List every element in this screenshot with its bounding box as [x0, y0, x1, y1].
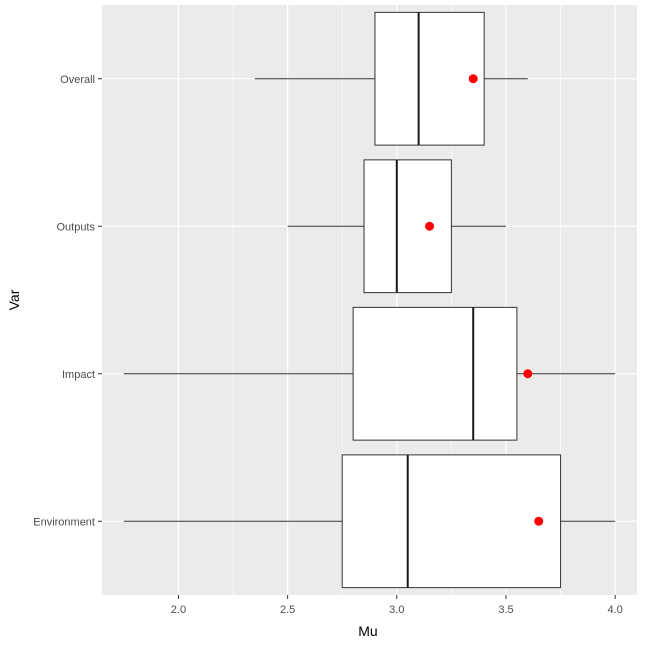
y-tick-label: Overall: [60, 74, 95, 86]
box-iqr: [341, 454, 562, 589]
y-tick-label: Impact: [62, 369, 95, 381]
x-tick-label: 3.5: [498, 604, 513, 616]
x-tick-label: 2.5: [280, 604, 295, 616]
box-iqr: [352, 306, 518, 441]
x-tick-label: 2.0: [171, 604, 186, 616]
box-outputs: [287, 159, 506, 294]
boxes: [123, 11, 616, 589]
mean-points: [425, 74, 544, 526]
box-iqr: [363, 159, 452, 294]
box-environment: [123, 454, 616, 589]
mean-point: [468, 74, 478, 84]
box-iqr: [374, 11, 485, 146]
x-tick-label: 4.0: [608, 604, 623, 616]
x-axis-title: Mu: [358, 623, 377, 639]
y-axis-title: Var: [6, 289, 22, 310]
mean-point: [534, 516, 544, 526]
box-impact: [123, 306, 616, 441]
mean-point: [425, 221, 435, 231]
x-axis: 2.0 2.5 3.0 3.5 4.0: [171, 595, 623, 616]
x-tick-label: 3.0: [389, 604, 404, 616]
mean-point: [523, 369, 533, 379]
y-axis: Overall Outputs Impact Environment: [33, 74, 102, 528]
y-tick-label: Outputs: [56, 221, 95, 233]
y-tick-label: Environment: [33, 516, 95, 528]
box-overall: [254, 11, 528, 146]
